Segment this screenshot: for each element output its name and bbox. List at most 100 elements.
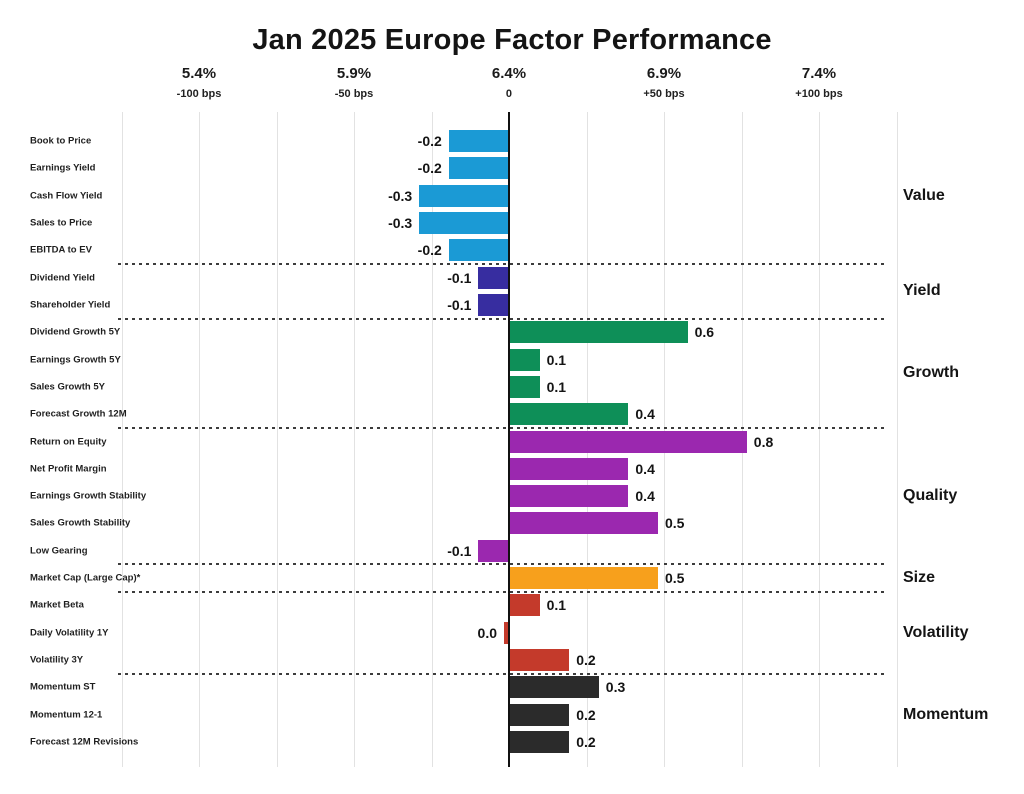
factor-row-label: Dividend Growth 5Y (30, 326, 121, 338)
axis-tick-100: 7.4% +100 bps (795, 65, 843, 101)
group-separator (118, 672, 888, 675)
factor-row-label: Forecast Growth 12M (30, 408, 127, 420)
group-separator (118, 563, 888, 566)
bar-value-label: -0.2 (417, 160, 442, 177)
group-label-value: Value (903, 186, 945, 204)
axis-tick-bps: +100 bps (795, 88, 843, 100)
bar-momentum-st (510, 676, 599, 699)
axis-tick-bps: 0 (505, 88, 513, 100)
factor-row-label: Sales Growth Stability (30, 517, 131, 529)
bar-earnings-yield (448, 157, 508, 180)
bar-earnings-growth-5y (510, 348, 540, 371)
factor-row-label: Momentum 12-1 (30, 709, 103, 721)
bar-earnings-growth-stability (510, 485, 629, 508)
bar-value-label: 0.1 (546, 597, 567, 614)
axis-tick-bps: -100 bps (176, 88, 222, 100)
bar-cash-flow-yield (419, 184, 508, 207)
bar-value-label: 0.2 (576, 652, 596, 669)
factor-row-label: Earnings Yield (30, 162, 96, 174)
axis-tick-pct: 6.4% (491, 65, 527, 82)
bar-value-label: -0.1 (447, 296, 472, 313)
bar-value-label: 0.0 (477, 624, 497, 641)
gridline (199, 112, 200, 767)
bar-market-beta (510, 594, 540, 617)
factor-row-label: Sales to Price (30, 217, 93, 229)
axis-tick-bps: -50 bps (334, 88, 374, 100)
factor-row-label: Market Cap (Large Cap)* (30, 572, 141, 584)
bar-value-label: -0.2 (417, 242, 442, 259)
bar-value-label: 0.6 (694, 324, 715, 341)
factor-row-label: Volatility 3Y (30, 654, 84, 666)
bar-value-label: 0.2 (576, 734, 596, 751)
bar-ebitda-to-ev (448, 239, 508, 262)
group-label-quality: Quality (903, 487, 958, 505)
axis-tick-0: 6.4% 0 (491, 65, 527, 101)
bar-forecast-12m-revisions (510, 731, 570, 754)
bar-value-label: 0.5 (665, 570, 685, 587)
gridline (121, 112, 123, 767)
bar-dividend-growth-5y (510, 321, 688, 344)
bar-sales-growth-5y (510, 375, 540, 398)
gridline (896, 112, 898, 767)
group-label-momentum: Momentum (903, 705, 989, 723)
bar-value-label: -0.1 (447, 269, 472, 286)
gridline (354, 112, 355, 767)
bar-net-profit-margin (510, 457, 629, 480)
group-separator (118, 262, 888, 265)
group-label-size: Size (903, 569, 936, 587)
axis-tick-bps: +50 bps (643, 88, 685, 100)
bar-value-label: 0.3 (605, 679, 626, 696)
bar-return-on-equity (510, 430, 747, 453)
axis-tick-pct: 5.9% (336, 65, 372, 82)
group-separator (118, 590, 888, 593)
factor-row-label: Momentum ST (30, 681, 96, 693)
bar-value-label: 0.8 (753, 433, 774, 450)
axis-tick-pct: 6.9% (646, 65, 682, 82)
bar-value-label: -0.3 (388, 214, 413, 231)
bar-value-label: 0.2 (576, 706, 596, 723)
factor-row-label: Cash Flow Yield (30, 190, 103, 202)
bar-value-label: 0.1 (546, 378, 567, 395)
gridline (276, 112, 278, 767)
axis-tick--100: 5.4% -100 bps (176, 65, 222, 101)
factor-row-label: Book to Price (30, 135, 92, 147)
bar-value-label: -0.3 (388, 187, 413, 204)
group-label-growth: Growth (903, 364, 959, 382)
gridline (431, 112, 433, 767)
factor-row-label: Shareholder Yield (30, 299, 111, 311)
factor-row-label: Sales Growth 5Y (30, 381, 105, 393)
bar-value-label: -0.1 (447, 542, 472, 559)
axis-tick-50: 6.9% +50 bps (643, 65, 685, 101)
factor-row-label: Earnings Growth Stability (30, 490, 147, 502)
axis-tick--50: 5.9% -50 bps (334, 65, 374, 101)
bar-value-label: -0.2 (417, 133, 442, 149)
factor-row-label: Market Beta (30, 599, 84, 611)
group-label-volatility: Volatility (903, 623, 969, 641)
bar-volatility-3y (510, 649, 570, 672)
factor-row-label: Daily Volatility 1Y (30, 627, 109, 639)
bar-value-label: 0.4 (635, 406, 655, 423)
factor-row-label: Return on Equity (30, 436, 107, 448)
factor-row-label: Forecast 12M Revisions (30, 736, 139, 748)
factor-row-label: EBITDA to EV (30, 244, 92, 256)
group-separator (118, 317, 888, 320)
axis-tick-pct: 7.4% (801, 65, 837, 82)
bar-book-to-price (448, 130, 508, 152)
bar-sales-to-price (419, 211, 508, 234)
group-label-yield: Yield (903, 282, 941, 300)
bar-value-label: 0.4 (635, 488, 655, 505)
factor-row-label: Net Profit Margin (30, 463, 107, 475)
axis-tick-pct: 5.4% (181, 65, 217, 82)
bar-forecast-growth-12m (510, 403, 629, 426)
bar-daily-volatility-1y (504, 621, 508, 644)
bar-sales-growth-stability (510, 512, 658, 535)
bar-dividend-yield (478, 266, 508, 289)
bar-value-label: 0.4 (635, 460, 655, 477)
bar-momentum-12-1 (510, 703, 570, 726)
factor-row-label: Earnings Growth 5Y (30, 354, 121, 366)
bar-value-label: 0.1 (546, 351, 567, 368)
bar-market-cap-large-cap- (510, 567, 658, 590)
zero-baseline (508, 112, 510, 767)
factor-row-label: Dividend Yield (30, 272, 95, 284)
